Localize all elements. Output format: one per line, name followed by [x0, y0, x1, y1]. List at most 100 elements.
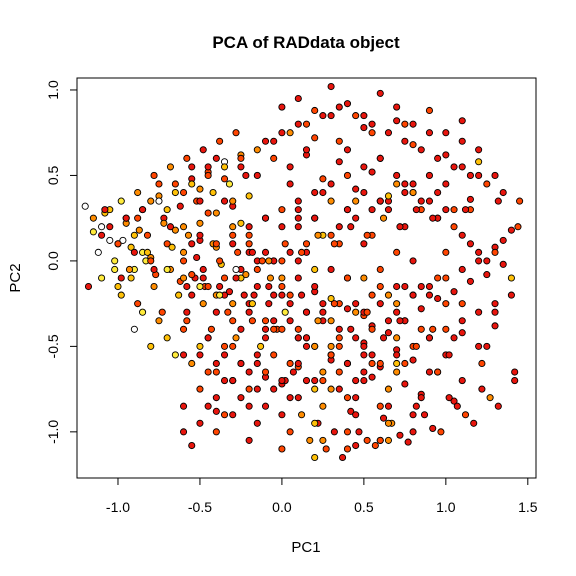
- y-tick-label: -1.0: [45, 420, 61, 444]
- data-point: [286, 359, 294, 368]
- data-point: [171, 226, 179, 234]
- data-point: [343, 305, 352, 313]
- data-point: [483, 271, 491, 279]
- data-point: [302, 342, 311, 350]
- data-point: [306, 436, 314, 444]
- data-point: [458, 377, 466, 385]
- data-point: [155, 197, 163, 205]
- data-point: [445, 351, 453, 359]
- data-point: [379, 214, 388, 222]
- data-point: [130, 248, 138, 256]
- data-point: [499, 260, 507, 268]
- data-point: [371, 441, 379, 450]
- data-point: [266, 274, 274, 282]
- data-point: [294, 257, 302, 265]
- data-point: [319, 436, 327, 444]
- data-point: [368, 373, 376, 381]
- data-point: [250, 291, 258, 299]
- data-point: [232, 334, 240, 342]
- x-axis: -1.0 -0.5 0.0 0.5 1.0 1.5: [106, 477, 538, 515]
- data-point: [343, 428, 352, 436]
- data-point: [412, 402, 420, 410]
- data-point: [188, 291, 196, 299]
- data-point: [499, 188, 507, 197]
- data-point: [475, 158, 483, 166]
- data-point: [179, 248, 188, 256]
- data-point: [216, 257, 224, 265]
- data-point: [253, 171, 261, 179]
- data-point: [425, 106, 434, 115]
- data-point: [278, 291, 286, 299]
- data-point: [347, 223, 355, 231]
- data-point: [322, 445, 330, 453]
- data-point: [286, 317, 294, 325]
- data-point: [379, 414, 388, 422]
- data-point: [212, 154, 220, 162]
- data-point: [261, 137, 270, 145]
- data-point: [425, 197, 434, 205]
- data-point: [278, 282, 286, 291]
- data-point: [450, 206, 458, 214]
- data-point: [253, 351, 261, 359]
- data-point: [393, 359, 401, 368]
- data-point: [376, 282, 384, 291]
- data-point: [442, 151, 450, 159]
- data-point: [253, 146, 261, 154]
- data-point: [225, 180, 233, 188]
- data-point: [150, 282, 158, 291]
- data-point: [302, 146, 311, 154]
- data-point: [376, 89, 384, 97]
- data-point: [352, 185, 360, 193]
- data-point: [514, 223, 522, 231]
- data-point: [117, 291, 125, 299]
- data-point: [363, 308, 371, 316]
- data-point: [261, 334, 270, 342]
- data-point: [168, 243, 176, 251]
- data-point: [450, 334, 458, 342]
- data-point: [270, 154, 278, 162]
- data-point: [368, 120, 376, 128]
- data-point: [311, 342, 319, 350]
- data-point: [486, 394, 494, 402]
- data-point: [278, 445, 286, 453]
- data-point: [179, 188, 188, 197]
- data-point: [188, 359, 196, 368]
- data-point: [204, 282, 212, 291]
- data-point: [494, 402, 502, 410]
- data-point: [409, 257, 417, 265]
- data-point: [127, 243, 135, 251]
- data-point: [196, 385, 204, 393]
- data-point: [265, 282, 273, 291]
- data-point: [458, 329, 466, 337]
- data-point: [327, 197, 335, 205]
- data-point: [442, 248, 450, 256]
- data-point: [401, 188, 409, 197]
- data-point: [171, 188, 179, 197]
- data-point: [265, 300, 273, 308]
- plot-frame: [76, 77, 537, 479]
- data-point: [393, 308, 401, 316]
- data-point: [314, 317, 322, 325]
- data-point: [278, 223, 286, 231]
- x-tick-label: -1.0: [106, 499, 130, 515]
- data-point: [237, 325, 245, 333]
- data-point: [409, 120, 417, 128]
- data-point: [117, 274, 125, 282]
- data-point: [384, 291, 393, 299]
- data-point: [442, 325, 450, 333]
- data-point: [360, 240, 368, 248]
- data-point: [204, 163, 212, 171]
- data-point: [199, 274, 207, 282]
- data-point: [429, 214, 437, 222]
- data-point: [216, 291, 224, 299]
- data-point: [475, 146, 483, 154]
- data-point: [393, 117, 401, 125]
- data-point: [327, 342, 335, 350]
- data-point: [352, 112, 360, 120]
- data-point: [401, 137, 409, 145]
- data-point: [360, 377, 368, 385]
- data-point: [294, 214, 302, 222]
- data-point: [319, 402, 327, 410]
- data-point: [237, 359, 245, 368]
- data-point: [89, 228, 97, 236]
